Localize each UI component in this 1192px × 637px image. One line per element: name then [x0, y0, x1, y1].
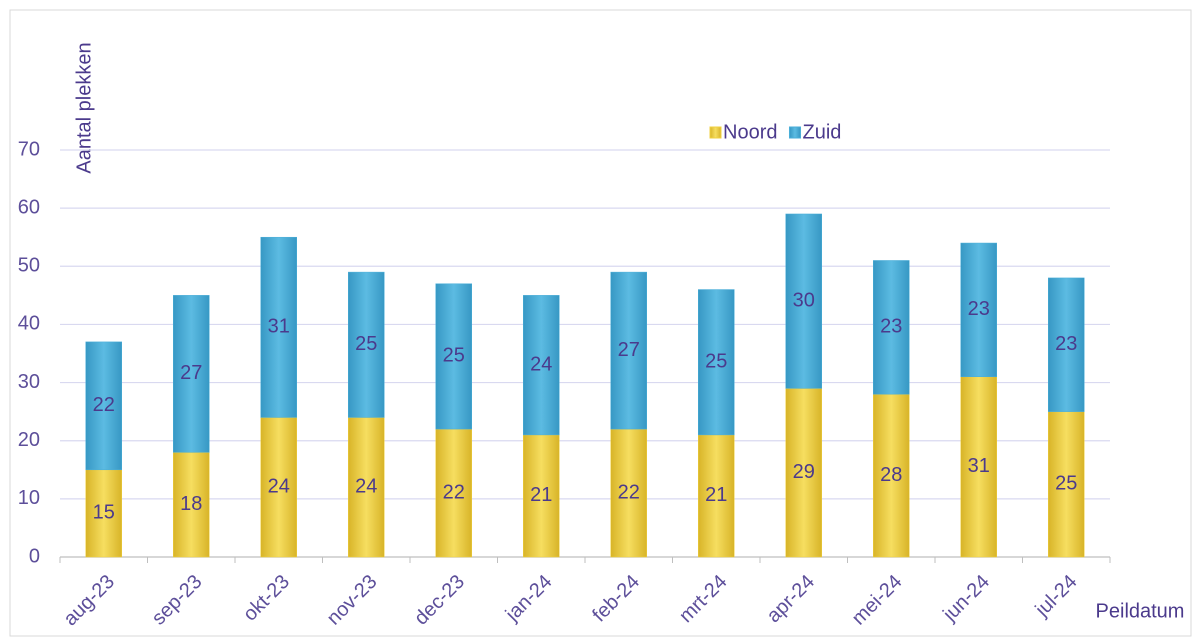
value-label: 22 [93, 394, 115, 416]
x-axis-label: Peildatum [1096, 600, 1185, 622]
bar-segment [1048, 277, 1085, 412]
y-tick-label: 30 [18, 371, 40, 393]
x-tick-label: feb-24 [588, 571, 644, 627]
value-label: 23 [880, 316, 902, 338]
y-tick-label: 60 [18, 196, 40, 218]
bar-segment [698, 434, 735, 558]
value-label: 25 [705, 351, 727, 373]
y-tick-label: 0 [29, 545, 40, 567]
value-label: 24 [530, 353, 552, 375]
value-label: 31 [968, 455, 990, 477]
value-label: 29 [793, 461, 815, 483]
bar-segment [523, 434, 560, 558]
bar-segment [435, 283, 472, 430]
value-label: 31 [268, 316, 290, 338]
y-tick-label: 70 [18, 138, 40, 160]
value-label: 30 [793, 289, 815, 311]
y-tick-label: 10 [18, 487, 40, 509]
bar-segment [873, 393, 910, 558]
legend-label: Noord [723, 121, 777, 143]
value-label: 28 [880, 464, 902, 486]
bar-segment [85, 469, 122, 558]
value-label: 27 [180, 362, 202, 384]
y-axis-label: Aantal plekken [73, 42, 95, 173]
x-tick-label: sep-23 [148, 571, 207, 630]
legend-label: Zuid [802, 121, 841, 143]
value-label: 24 [268, 476, 290, 498]
bar-segment [785, 388, 822, 558]
bar-segment [1048, 411, 1085, 558]
chart-border [9, 9, 1192, 637]
value-label: 22 [443, 481, 465, 503]
value-label: 25 [443, 345, 465, 367]
x-tick-label: nov-23 [323, 571, 382, 630]
bar-segment [960, 242, 997, 378]
legend-swatch [709, 126, 722, 139]
x-tick-label: jun-24 [938, 571, 994, 627]
bar-segment [173, 452, 210, 558]
value-label: 23 [1055, 333, 1077, 355]
bar-segment [260, 236, 297, 418]
value-label: 23 [968, 298, 990, 320]
x-tick-label: mei-24 [848, 571, 907, 630]
bar-segment [435, 428, 472, 558]
bar-segment [610, 428, 647, 558]
value-label: 25 [1055, 473, 1077, 495]
bar-segment [873, 260, 910, 395]
bar-segment [523, 295, 560, 436]
bar-segment [610, 271, 647, 430]
y-tick-label: 50 [18, 255, 40, 277]
x-tick-label: jul-24 [1031, 571, 1082, 622]
value-label: 21 [530, 484, 552, 506]
value-label: 18 [180, 493, 202, 515]
x-tick-label: apr-24 [763, 571, 819, 627]
value-label: 22 [618, 481, 640, 503]
y-tick-label: 20 [18, 429, 40, 451]
x-tick-label: aug-23 [59, 571, 119, 631]
legend-swatch [788, 126, 801, 139]
value-label: 24 [355, 476, 377, 498]
bar-segment [698, 289, 735, 436]
bar-segment [260, 417, 297, 558]
bar-segment [85, 341, 122, 471]
y-tick-label: 40 [18, 313, 40, 335]
x-tick-label: dec-23 [410, 571, 469, 630]
value-label: 21 [705, 484, 727, 506]
value-label: 25 [355, 333, 377, 355]
bar-segment [960, 376, 997, 558]
x-tick-label: mrt-24 [675, 571, 731, 627]
value-label: 15 [93, 502, 115, 524]
bar-segment [173, 295, 210, 453]
bar-segment [348, 271, 385, 418]
bar-segment [785, 213, 822, 389]
x-tick-label: okt-23 [239, 571, 294, 626]
value-label: 27 [618, 339, 640, 361]
bar-segment [348, 417, 385, 558]
x-tick-label: jan-24 [501, 571, 557, 627]
